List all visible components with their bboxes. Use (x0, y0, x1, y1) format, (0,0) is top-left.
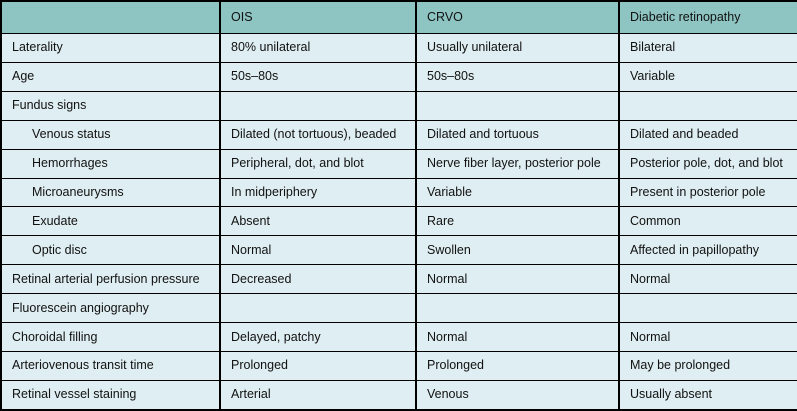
header-cell-diabetic-retinopathy: Diabetic retinopathy (618, 0, 797, 34)
cell-crvo (415, 90, 620, 121)
cell-ois: 80% unilateral (219, 33, 417, 63)
cell-diabetic-retinopathy: Normal (618, 264, 797, 295)
cell-crvo: Rare (415, 206, 620, 237)
cell-diabetic-retinopathy (618, 90, 797, 121)
table-row: Choroidal filling Delayed, patchy Normal… (0, 322, 797, 352)
row-label: Microaneurysms (0, 177, 221, 208)
cell-crvo (415, 293, 620, 324)
table-row: Optic disc Normal Swollen Affected in pa… (0, 235, 797, 266)
cell-ois: 50s–80s (219, 61, 417, 92)
row-label: Fluorescein angiography (0, 293, 221, 324)
header-cell-feature (0, 0, 221, 34)
header-cell-ois: OIS (219, 0, 417, 34)
cell-diabetic-retinopathy: Normal (618, 322, 797, 352)
cell-diabetic-retinopathy: Bilateral (618, 33, 797, 63)
cell-crvo: Venous (415, 379, 620, 411)
table-row: Retinal arterial perfusion pressure Decr… (0, 264, 797, 295)
table-row: Laterality 80% unilateral Usually unilat… (0, 33, 797, 63)
cell-crvo: Nerve fiber layer, posterior pole (415, 148, 620, 179)
table-row: Retinal vessel staining Arterial Venous … (0, 379, 797, 411)
cell-diabetic-retinopathy: Common (618, 206, 797, 237)
header-cell-crvo: CRVO (415, 0, 620, 34)
table-row: Fundus signs (0, 90, 797, 121)
row-label: Retinal arterial perfusion pressure (0, 264, 221, 295)
table-row: Hemorrhages Peripheral, dot, and blot Ne… (0, 148, 797, 179)
cell-ois (219, 90, 417, 121)
cell-ois: Absent (219, 206, 417, 237)
row-label: Venous status (0, 119, 221, 150)
header-row: OIS CRVO Diabetic retinopathy (0, 0, 797, 34)
cell-crvo: Prolonged (415, 350, 620, 381)
cell-crvo: Normal (415, 264, 620, 295)
cell-ois: Delayed, patchy (219, 322, 417, 352)
row-label: Laterality (0, 33, 221, 63)
cell-crvo: Swollen (415, 235, 620, 266)
cell-crvo: Usually unilateral (415, 33, 620, 63)
cell-crvo: Normal (415, 322, 620, 352)
row-label: Hemorrhages (0, 148, 221, 179)
row-label: Optic disc (0, 235, 221, 266)
row-label: Age (0, 61, 221, 92)
cell-ois: Normal (219, 235, 417, 266)
cell-crvo: 50s–80s (415, 61, 620, 92)
cell-crvo: Dilated and tortuous (415, 119, 620, 150)
cell-ois: Peripheral, dot, and blot (219, 148, 417, 179)
cell-crvo: Variable (415, 177, 620, 208)
cell-ois (219, 293, 417, 324)
cell-diabetic-retinopathy: Posterior pole, dot, and blot (618, 148, 797, 179)
cell-diabetic-retinopathy: Dilated and beaded (618, 119, 797, 150)
table-row: Exudate Absent Rare Common (0, 206, 797, 237)
row-label: Arteriovenous transit time (0, 350, 221, 381)
cell-diabetic-retinopathy: Present in posterior pole (618, 177, 797, 208)
table-row: Venous status Dilated (not tortuous), be… (0, 119, 797, 150)
table-row: Arteriovenous transit time Prolonged Pro… (0, 350, 797, 381)
cell-diabetic-retinopathy: Variable (618, 61, 797, 92)
cell-diabetic-retinopathy: May be prolonged (618, 350, 797, 381)
table-body: Laterality 80% unilateral Usually unilat… (0, 33, 797, 411)
row-label: Retinal vessel staining (0, 379, 221, 411)
table-row: Fluorescein angiography (0, 293, 797, 324)
cell-diabetic-retinopathy: Usually absent (618, 379, 797, 411)
cell-ois: Arterial (219, 379, 417, 411)
cell-ois: Decreased (219, 264, 417, 295)
cell-diabetic-retinopathy (618, 293, 797, 324)
row-label: Fundus signs (0, 90, 221, 121)
cell-ois: Prolonged (219, 350, 417, 381)
cell-ois: Dilated (not tortuous), beaded (219, 119, 417, 150)
cell-ois: In midperiphery (219, 177, 417, 208)
row-label: Choroidal filling (0, 322, 221, 352)
row-label: Exudate (0, 206, 221, 237)
table-row: Microaneurysms In midperiphery Variable … (0, 177, 797, 208)
cell-diabetic-retinopathy: Affected in papillopathy (618, 235, 797, 266)
table-row: Age 50s–80s 50s–80s Variable (0, 61, 797, 92)
